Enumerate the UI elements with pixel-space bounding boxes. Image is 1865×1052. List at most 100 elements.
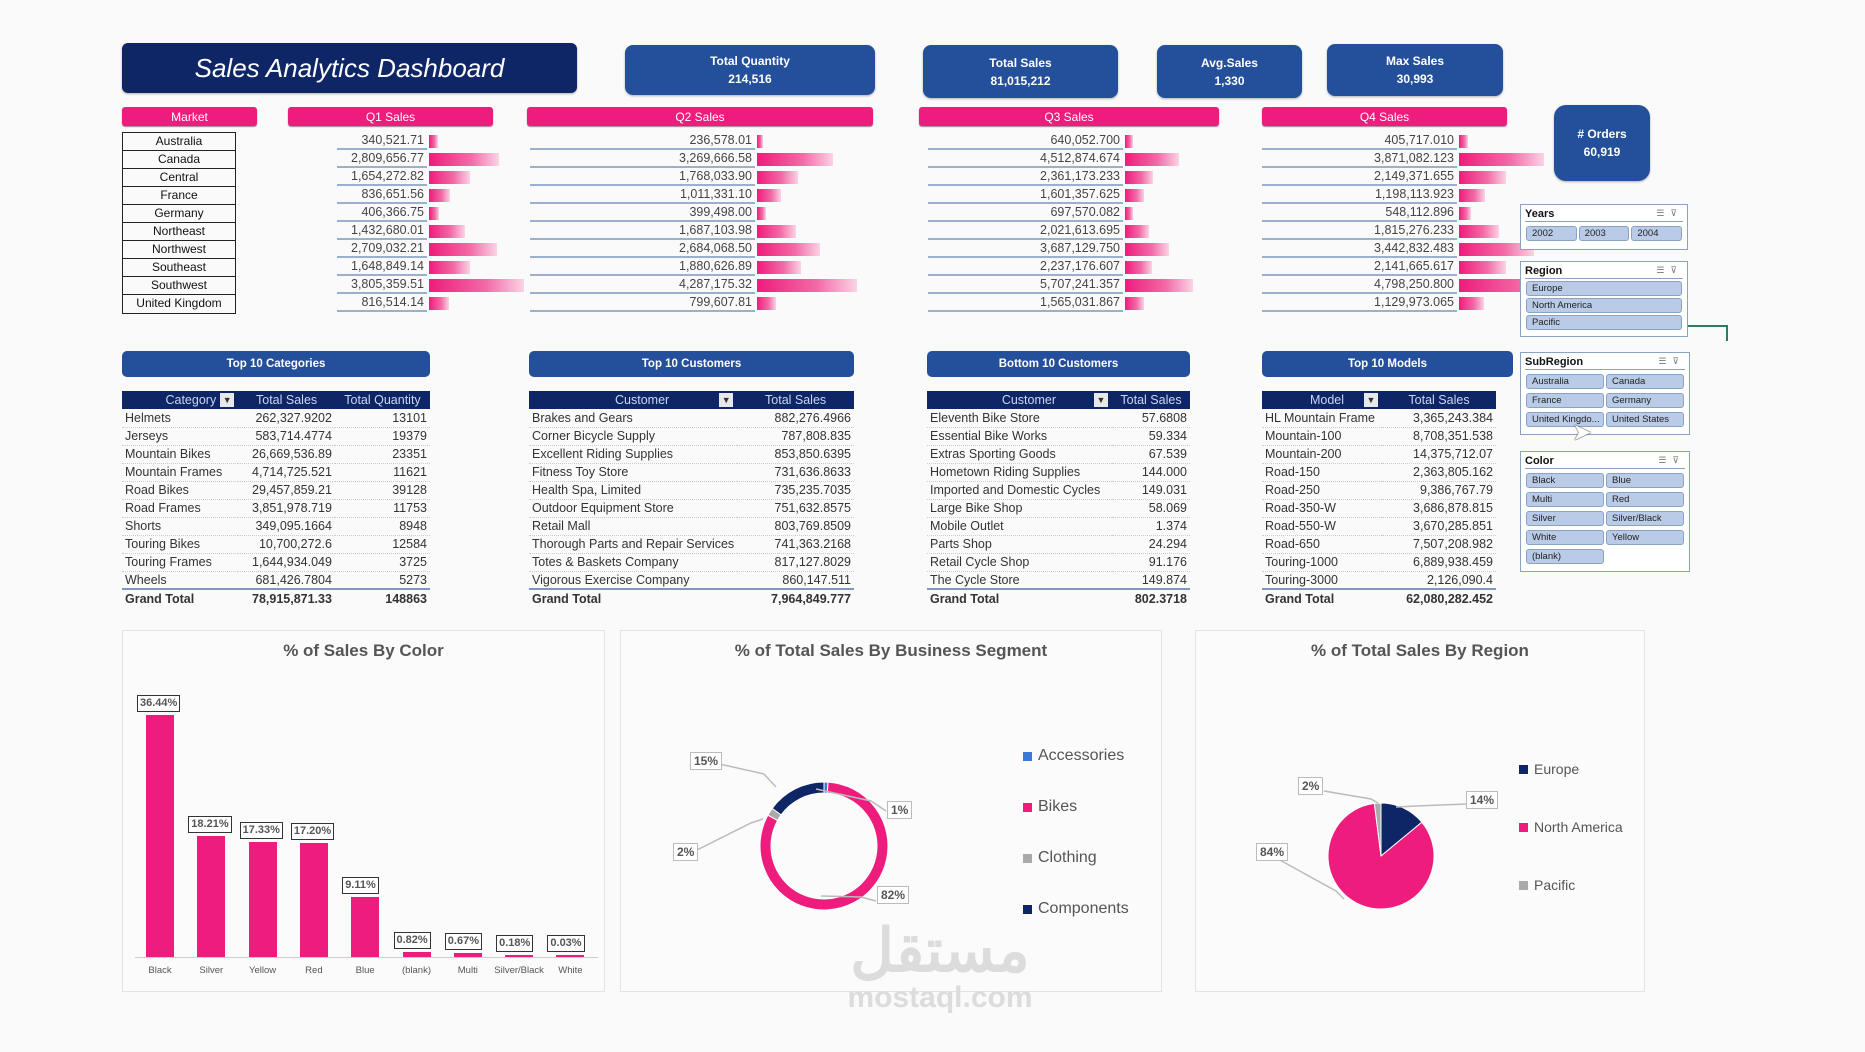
table-row[interactable]: Large Bike Shop 58.069	[927, 499, 1190, 518]
data-bar	[1459, 170, 1507, 184]
table-row[interactable]: Mountain-100 8,708,351.538	[1262, 427, 1496, 446]
data-bar	[1125, 296, 1144, 310]
table-row[interactable]: Totes & Baskets Company 817,127.8029	[529, 553, 854, 572]
table-row[interactable]: Mountain Frames 4,714,725.521 11621	[122, 463, 430, 482]
slicer-title: SubRegion	[1525, 356, 1584, 368]
table-row[interactable]: Fitness Toy Store 731,636.8633	[529, 463, 854, 482]
slicer-item[interactable]: Canada	[1606, 374, 1684, 389]
filter-icon[interactable]: ▼	[719, 393, 734, 408]
slicer-item[interactable]: Black	[1526, 473, 1604, 488]
table-row[interactable]: Retail Cycle Shop 91.176	[927, 553, 1190, 572]
multi-select-icon[interactable]: ☰	[1656, 265, 1671, 275]
slicer-item[interactable]: 2003	[1578, 226, 1630, 241]
table-row[interactable]: Imported and Domestic Cycles 149.031	[927, 481, 1190, 500]
market-cell[interactable]: Canada	[123, 151, 235, 169]
table-row[interactable]: Touring Frames 1,644,934.049 3725	[122, 553, 430, 572]
table-row[interactable]: Road Bikes 29,457,859.21 39128	[122, 481, 430, 500]
slicer-item[interactable]: 2002	[1526, 226, 1577, 241]
table-cell: Thorough Parts and Repair Services	[529, 535, 738, 554]
clear-filter-icon[interactable]: ⊽	[1672, 356, 1685, 366]
filter-icon[interactable]: ▼	[1094, 393, 1108, 408]
multi-select-icon[interactable]: ☰	[1658, 455, 1673, 465]
market-cell[interactable]: Germany	[123, 205, 235, 223]
market-cell[interactable]: Southeast	[123, 259, 235, 277]
market-cell[interactable]: Southwest	[123, 277, 235, 295]
table-row[interactable]: Parts Shop 24.294	[927, 535, 1190, 554]
table-row[interactable]: Shorts 349,095.1664 8948	[122, 517, 430, 536]
slicer-item[interactable]: Yellow	[1606, 530, 1684, 545]
table-row[interactable]: Mountain-200 14,375,712.07	[1262, 445, 1496, 464]
table-row[interactable]: Road-350-W 3,686,878.815	[1262, 499, 1496, 518]
market-cell[interactable]: United Kingdom	[136, 296, 222, 310]
kpi-max-sales: Max Sales 30,993	[1327, 44, 1503, 96]
slicer-item[interactable]: Silver	[1526, 511, 1604, 526]
table-row[interactable]: Extras Sporting Goods 67.539	[927, 445, 1190, 464]
table-row[interactable]: Corner Bicycle Supply 787,808.835	[529, 427, 854, 446]
slicer-item[interactable]: Multi	[1526, 492, 1604, 507]
slicer-item[interactable]: Australia	[1526, 374, 1604, 389]
table-row[interactable]: Touring-1000 6,889,938.459	[1262, 553, 1496, 572]
table-cell: 1,644,934.049	[238, 553, 335, 572]
market-cell[interactable]: Northeast	[123, 223, 235, 241]
table-row[interactable]: Touring-3000 2,126,090.4	[1262, 571, 1496, 590]
table-row[interactable]: Wheels 681,426.7804 5273	[122, 571, 430, 590]
table-row[interactable]: Road-650 7,507,208.982	[1262, 535, 1496, 554]
table-row[interactable]: Jerseys 583,714.4774 19379	[122, 427, 430, 446]
column-header-category[interactable]: Category ▼	[122, 391, 239, 409]
slicer-item[interactable]: Blue	[1606, 473, 1684, 488]
table-row[interactable]: Excellent Riding Supplies 853,850.6395	[529, 445, 854, 464]
clear-filter-icon[interactable]: ⊽	[1670, 208, 1683, 218]
market-cell[interactable]: Australia	[123, 133, 235, 151]
market-cell[interactable]: France	[123, 187, 235, 205]
market-cell[interactable]: Central	[123, 169, 235, 187]
slicer-item[interactable]: United States	[1606, 412, 1684, 427]
table-row[interactable]: Hometown Riding Supplies 144.000	[927, 463, 1190, 482]
table-row[interactable]: Outdoor Equipment Store 751,632.8575	[529, 499, 854, 518]
slicer-item[interactable]: Germany	[1606, 393, 1684, 408]
table-cell: HL Mountain Frame	[1262, 409, 1382, 428]
x-tick-label: Red	[305, 965, 323, 976]
column-header-customer[interactable]: Customer ▼	[529, 391, 738, 409]
table-row[interactable]: HL Mountain Frame 3,365,243.384	[1262, 409, 1496, 428]
slicer-item[interactable]: United Kingdo...	[1526, 412, 1604, 427]
table-row[interactable]: Road Frames 3,851,978.719 11753	[122, 499, 430, 518]
table-row[interactable]: Road-550-W 3,670,285.851	[1262, 517, 1496, 536]
table-row[interactable]: Brakes and Gears 882,276.4966	[529, 409, 854, 428]
table-row[interactable]: Road-250 9,386,767.79	[1262, 481, 1496, 500]
slicer-item[interactable]: Europe	[1526, 281, 1682, 296]
market-cell[interactable]: Northwest	[123, 241, 235, 259]
multi-select-icon[interactable]: ☰	[1658, 356, 1673, 366]
slicer-item[interactable]: Red	[1606, 492, 1684, 507]
table-row[interactable]: Retail Mall 803,769.8509	[529, 517, 854, 536]
slicer-item[interactable]: Pacific	[1526, 315, 1682, 330]
x-tick-label: Silver	[199, 965, 224, 976]
column-header-model[interactable]: Model ▼	[1262, 391, 1382, 409]
slicer-item[interactable]: Silver/Black	[1606, 511, 1684, 526]
table-row[interactable]: The Cycle Store 149.874	[927, 571, 1190, 590]
table-row[interactable]: Essential Bike Works 59.334	[927, 427, 1190, 446]
clear-filter-icon[interactable]: ⊽	[1670, 265, 1683, 275]
table-row[interactable]: Mountain Bikes 26,669,536.89 23351	[122, 445, 430, 464]
table-row[interactable]: Mobile Outlet 1.374	[927, 517, 1190, 536]
table-row[interactable]: Road-150 2,363,805.162	[1262, 463, 1496, 482]
x-tick-label: Black	[148, 965, 172, 976]
table-row[interactable]: Helmets 262,327.9202 13101	[122, 409, 430, 428]
table-row[interactable]: Health Spa, Limited 735,235.7035	[529, 481, 854, 500]
clear-filter-icon[interactable]: ⊽	[1672, 455, 1685, 465]
data-label: 2%	[673, 843, 699, 861]
slicer-item[interactable]: White	[1526, 530, 1604, 545]
multi-select-icon[interactable]: ☰	[1656, 208, 1671, 218]
filter-icon[interactable]: ▼	[1364, 393, 1378, 408]
table-row[interactable]: Touring Bikes 10,700,272.6 12584	[122, 535, 430, 554]
slicer-item[interactable]: France	[1526, 393, 1604, 408]
table-cell: 3,670,285.851	[1382, 517, 1496, 536]
table-row[interactable]: Eleventh Bike Store 57.6808	[927, 409, 1190, 428]
slicer-item[interactable]: 2004	[1631, 226, 1683, 241]
slicer-item[interactable]: North America	[1526, 298, 1682, 313]
slicer-item[interactable]: (blank)	[1526, 549, 1604, 564]
filter-icon[interactable]: ▼	[220, 393, 235, 408]
table-row[interactable]: Thorough Parts and Repair Services 741,36…	[529, 535, 854, 554]
table-row[interactable]: Vigorous Exercise Company 860,147.511	[529, 571, 854, 590]
legend-item: Europe	[1519, 761, 1623, 777]
column-header-customer[interactable]: Customer ▼	[927, 391, 1112, 409]
